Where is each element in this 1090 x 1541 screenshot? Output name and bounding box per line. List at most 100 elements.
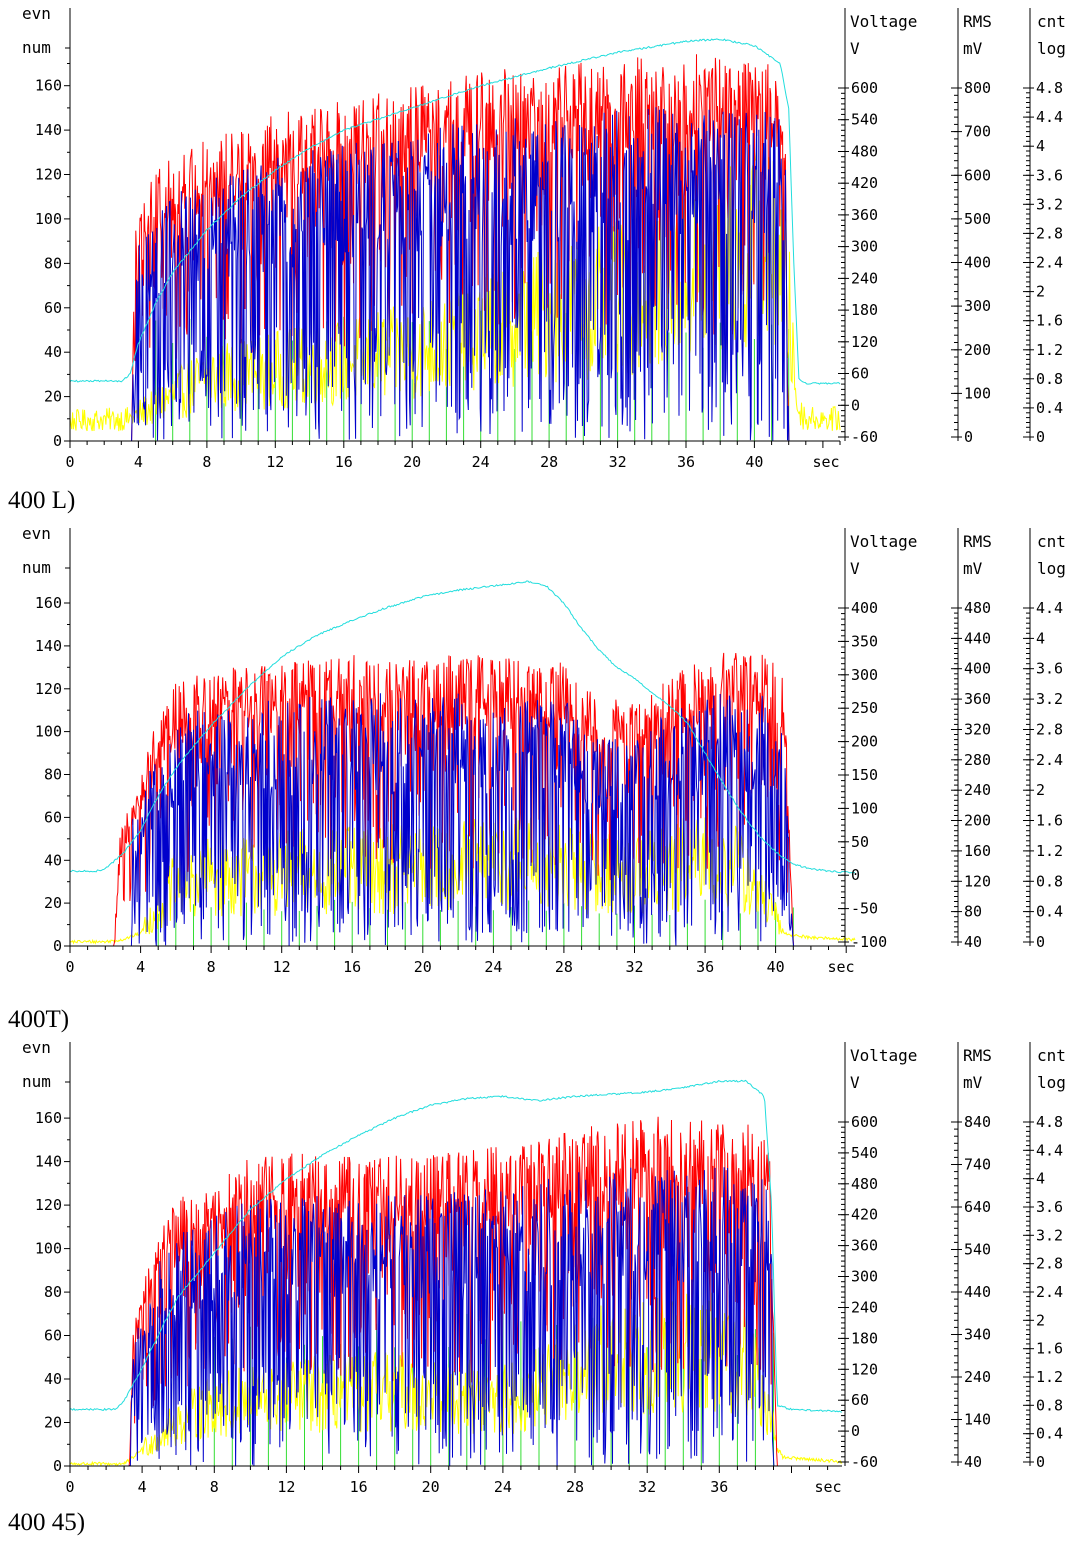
log-axis-label-bottom: log [1037, 39, 1066, 58]
voltage-axis-tick-label: 400 [851, 599, 878, 617]
event-count-blue-trace [70, 107, 840, 442]
voltage-axis-tick-label: 50 [851, 833, 869, 851]
voltage-axis-tick-label: 180 [851, 1329, 878, 1347]
left-axis-tick-label: 60 [44, 1327, 62, 1345]
rms-axis-tick-label: 300 [964, 297, 991, 315]
left-axis-label-top: evn [22, 1038, 51, 1057]
voltage-trace [69, 580, 856, 874]
rms-axis-tick-label: 80 [964, 903, 982, 921]
rms-axis-tick-label: 280 [964, 751, 991, 769]
rms-axis-tick-label: 240 [964, 1368, 991, 1386]
voltage-axis-tick-label: 120 [851, 333, 878, 351]
bottom-axis-tick-label: 20 [422, 1478, 440, 1496]
bottom-axis-tick-label: 28 [540, 453, 558, 471]
log-axis-label-bottom: log [1037, 1073, 1066, 1092]
voltage-axis-tick-label: 0 [851, 396, 860, 414]
voltage-axis-tick-label: -60 [851, 428, 878, 446]
bottom-axis-tick-label: 4 [136, 958, 145, 976]
log-axis-tick-label: 2.4 [1036, 751, 1063, 769]
bottom-axis-tick-label: 24 [484, 958, 502, 976]
bottom-axis-unit: sec [814, 1478, 841, 1496]
left-axis-tick-label: 100 [35, 723, 62, 741]
rms-axis-tick-label: 540 [964, 1241, 991, 1259]
rms-axis-tick-label: 400 [964, 660, 991, 678]
bottom-axis-tick-label: 16 [350, 1478, 368, 1496]
log-axis-tick-label: 4 [1036, 629, 1045, 647]
bottom-axis-tick-label: 16 [343, 958, 361, 976]
bottom-axis-tick-label: 40 [745, 453, 763, 471]
voltage-axis-tick-label: 600 [851, 79, 878, 97]
log-axis-tick-label: 4.8 [1036, 79, 1063, 97]
rms-axis-tick-label: 360 [964, 690, 991, 708]
voltage-axis-tick-label: 300 [851, 238, 878, 256]
bottom-axis-tick-label: 8 [207, 958, 216, 976]
bottom-axis-tick-label: 8 [202, 453, 211, 471]
bottom-axis-tick-label: 0 [65, 453, 74, 471]
left-axis-tick-label: 80 [44, 254, 62, 272]
log-axis-tick-label: 4.8 [1036, 1113, 1063, 1131]
log-axis-tick-label: 0 [1036, 933, 1045, 951]
rms-axis-tick-label: 40 [964, 933, 982, 951]
voltage-axis-tick-label: 360 [851, 206, 878, 224]
rms-axis-tick-label: 700 [964, 123, 991, 141]
bottom-axis-tick-label: 24 [472, 453, 490, 471]
bottom-axis-tick-label: 32 [609, 453, 627, 471]
voltage-axis-tick-label: 360 [851, 1237, 878, 1255]
voltage-axis-label-top: Voltage [850, 1046, 917, 1065]
rms-axis-tick-label: 600 [964, 166, 991, 184]
left-axis-tick-label: 0 [53, 1457, 62, 1475]
log-axis-tick-label: 4 [1036, 137, 1045, 155]
log-axis-tick-label: 0 [1036, 1453, 1045, 1471]
voltage-axis-tick-label: 600 [851, 1113, 878, 1131]
voltage-axis-tick-label: 150 [851, 766, 878, 784]
voltage-axis-tick-label: 300 [851, 1268, 878, 1286]
panel-caption: 400 L) [8, 487, 75, 514]
log-axis-label-bottom: log [1037, 559, 1066, 578]
bottom-axis-tick-label: 16 [335, 453, 353, 471]
log-axis-label-top: cnt [1037, 532, 1066, 551]
log-axis-tick-label: 4.4 [1036, 1141, 1063, 1159]
left-axis-tick-label: 140 [35, 121, 62, 139]
voltage-axis-tick-label: 480 [851, 143, 878, 161]
left-axis-tick-label: 100 [35, 210, 62, 228]
voltage-axis-tick-label: 120 [851, 1360, 878, 1378]
log-axis-tick-label: 0.8 [1036, 370, 1063, 388]
voltage-axis-tick-label: 100 [851, 799, 878, 817]
log-axis-tick-label: 2.4 [1036, 1283, 1063, 1301]
log-axis-tick-label: 1.2 [1036, 842, 1063, 860]
voltage-trace [69, 38, 841, 385]
left-axis-tick-label: 40 [44, 851, 62, 869]
log-axis-tick-label: 0.4 [1036, 1425, 1063, 1443]
rms-axis-tick-label: 140 [964, 1411, 991, 1429]
left-axis-tick-label: 160 [35, 1109, 62, 1127]
bottom-axis-tick-label: 8 [210, 1478, 219, 1496]
bottom-axis-tick-label: 20 [414, 958, 432, 976]
rms-axis-tick-label: 320 [964, 721, 991, 739]
voltage-axis-label-top: Voltage [850, 532, 917, 551]
rms-axis-tick-label: 640 [964, 1198, 991, 1216]
voltage-axis-tick-label: 0 [851, 866, 860, 884]
left-axis-tick-label: 40 [44, 343, 62, 361]
log-axis-tick-label: 3.6 [1036, 1198, 1063, 1216]
voltage-trace [69, 1079, 843, 1413]
bottom-axis-tick-label: 28 [555, 958, 573, 976]
voltage-axis-tick-label: 540 [851, 1144, 878, 1162]
rms-axis-tick-label: 400 [964, 254, 991, 272]
left-axis-tick-label: 60 [44, 808, 62, 826]
log-axis-tick-label: 0.4 [1036, 399, 1063, 417]
rms-axis-tick-label: 120 [964, 872, 991, 890]
voltage-axis-tick-label: 240 [851, 269, 878, 287]
bottom-axis-tick-label: 12 [273, 958, 291, 976]
rms-axis-tick-label: 100 [964, 384, 991, 402]
log-axis-tick-label: 4 [1036, 1170, 1045, 1188]
event-count-blue-trace [70, 693, 855, 947]
rms-axis-tick-label: 800 [964, 79, 991, 97]
rms-axis-label-bottom: mV [963, 559, 983, 578]
bottom-axis-unit: sec [812, 453, 839, 471]
rms-axis-tick-label: 200 [964, 341, 991, 359]
voltage-axis-tick-label: 240 [851, 1299, 878, 1317]
log-axis-tick-label: 4.4 [1036, 108, 1063, 126]
left-axis-tick-label: 60 [44, 299, 62, 317]
